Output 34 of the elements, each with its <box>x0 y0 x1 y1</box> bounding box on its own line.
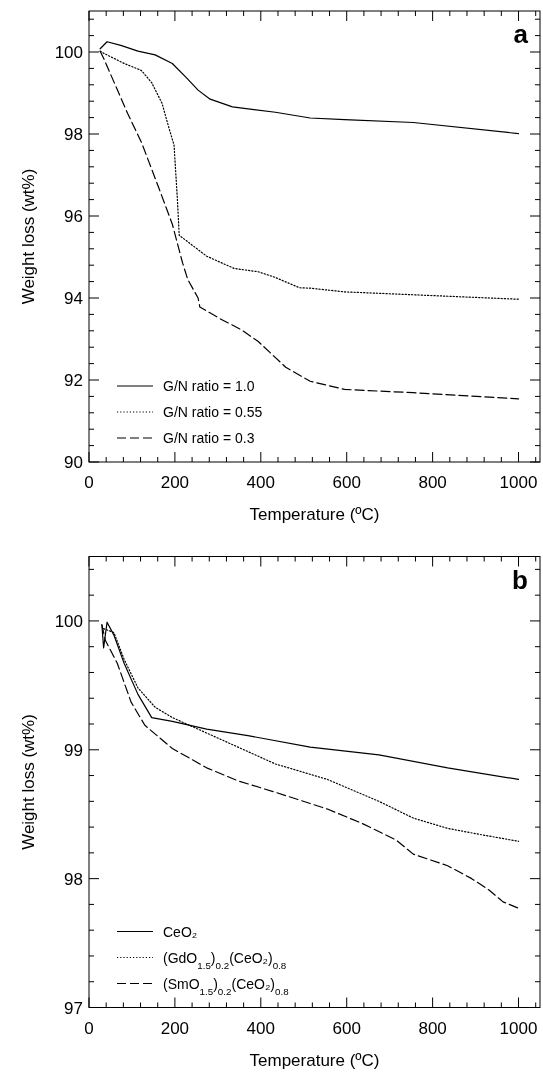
x-tick-label: 800 <box>418 473 447 492</box>
y-tick-label: 100 <box>54 611 83 631</box>
y-tick-label: 99 <box>64 740 83 760</box>
x-tick-label: 1000 <box>499 473 538 492</box>
x-axis-title: Temperature (ºC) <box>249 1050 380 1070</box>
x-tick-label: 400 <box>246 473 275 492</box>
y-tick-label: 94 <box>64 289 83 308</box>
y-tick-label: 96 <box>64 207 83 226</box>
legend-label: (GdO$_{1.5}$)$_{0.2}$(CeO₂)$_{0.8}$ <box>163 949 287 970</box>
annotation: b <box>512 564 528 595</box>
x-axis-title: Temperature (ºC) <box>249 505 380 524</box>
y-tick-label: 98 <box>64 125 83 144</box>
x-tick-label: 600 <box>332 473 361 492</box>
legend-label: G/N ratio = 0.55 <box>163 404 263 420</box>
legend-label: G/N ratio = 0.3 <box>163 430 255 446</box>
x-tick-label: 0 <box>84 1018 94 1038</box>
y-tick-label: 98 <box>64 869 83 889</box>
x-tick-label: 600 <box>332 1018 361 1038</box>
y-axis-title: Weight loss (wt%) <box>19 168 38 305</box>
x-tick-label: 0 <box>84 473 94 492</box>
x-tick-label: 200 <box>160 473 190 492</box>
x-tick-label: 400 <box>246 1018 275 1038</box>
y-axis-title: Weight loss (wt%) <box>19 714 38 850</box>
x-tick-label: 1000 <box>499 1018 538 1038</box>
x-tick-label: 200 <box>160 1018 190 1038</box>
x-tick-label: 800 <box>418 1018 447 1038</box>
annotation: a <box>513 19 529 49</box>
y-tick-label: 100 <box>54 43 83 62</box>
legend-label: CeO₂ <box>163 923 198 940</box>
legend-label: (SmO$_{1.5}$)$_{0.2}$(CeO₂)$_{0.8}$ <box>163 975 290 996</box>
legend-label: G/N ratio = 1.0 <box>163 378 255 394</box>
y-tick-label: 97 <box>64 998 83 1018</box>
y-tick-label: 90 <box>64 453 83 472</box>
y-tick-label: 92 <box>64 371 83 390</box>
